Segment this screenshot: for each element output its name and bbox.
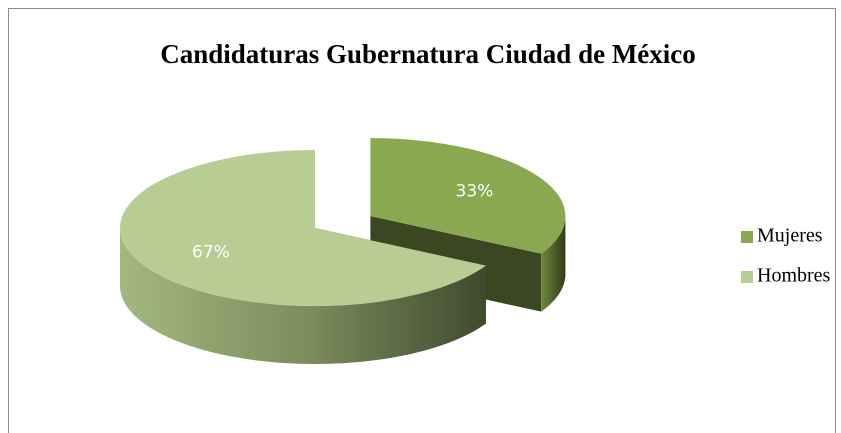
- legend-label: Mujeres: [757, 225, 823, 247]
- slice-wall: [120, 228, 486, 364]
- chart-border: [8, 8, 836, 433]
- data-label: 33%: [456, 181, 494, 201]
- chart-title: Candidaturas Gubernatura Ciudad de Méxic…: [160, 39, 696, 69]
- legend-label: Hombres: [757, 265, 831, 287]
- slice-wall: [541, 216, 566, 312]
- slice: [120, 150, 486, 306]
- slice: [370, 138, 566, 254]
- legend-swatch: [741, 231, 753, 243]
- legend-swatch: [741, 271, 753, 283]
- data-label: 67%: [192, 243, 230, 263]
